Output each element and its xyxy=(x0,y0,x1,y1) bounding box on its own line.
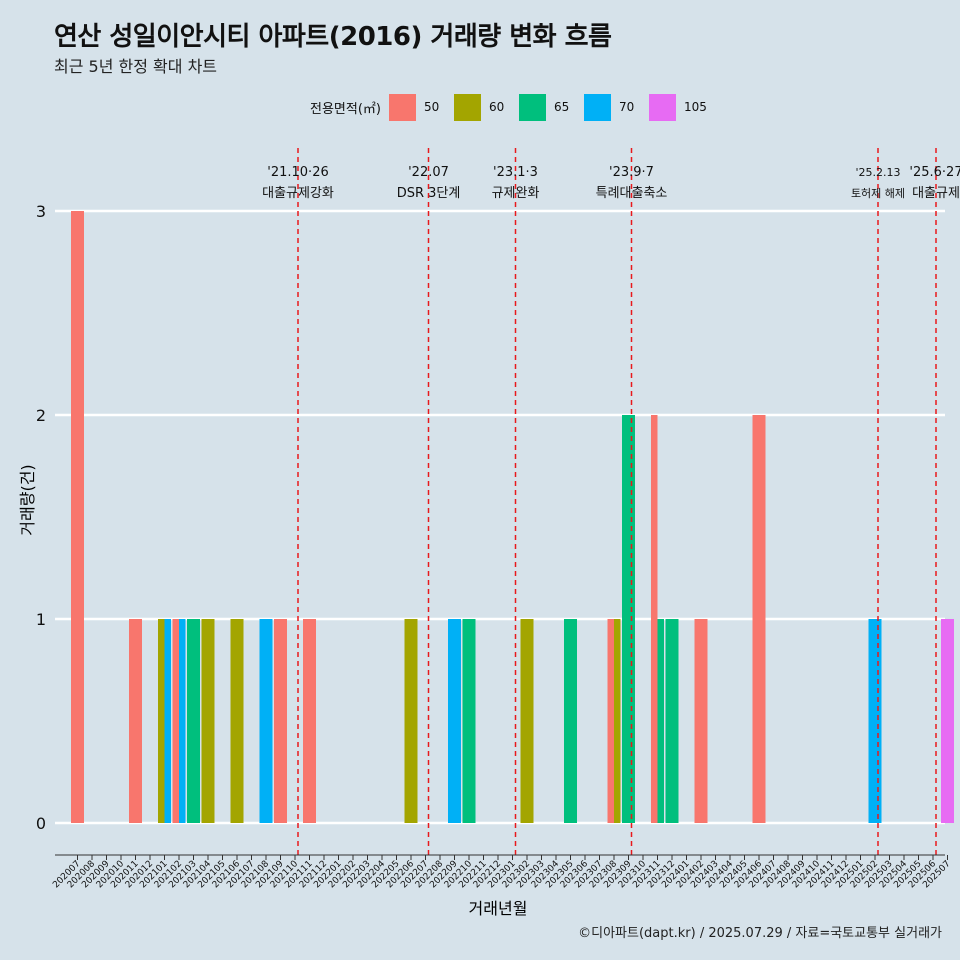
bar xyxy=(614,619,621,823)
y-tick-label: 3 xyxy=(36,202,46,221)
bar xyxy=(752,415,766,823)
bar xyxy=(230,619,244,823)
legend-item: 65 xyxy=(518,93,578,121)
source-caption: ©디아파트(dapt.kr) / 2025.07.29 / 자료=국토교통부 실… xyxy=(578,926,942,941)
legend-label: 105 xyxy=(683,100,707,114)
legend-item: 70 xyxy=(583,93,643,121)
legend-swatch xyxy=(388,93,416,121)
event-date: '23.9·7 xyxy=(609,165,654,180)
bar xyxy=(462,619,476,823)
bar xyxy=(657,619,664,823)
bar xyxy=(164,619,171,823)
legend-swatch xyxy=(453,93,481,121)
bar xyxy=(179,619,186,823)
x-axis-label: 거래년월 xyxy=(469,899,528,918)
axes: 0123202007202008202009202010202011202012… xyxy=(36,202,953,890)
bar xyxy=(520,619,534,823)
event-label: DSR 3단계 xyxy=(397,186,461,201)
y-tick-label: 2 xyxy=(36,406,46,425)
bar xyxy=(868,619,882,823)
bar xyxy=(448,619,461,823)
legend: 전용면적(㎡) 50 60 65 70 105 xyxy=(310,93,717,121)
legend-label: 70 xyxy=(618,100,635,114)
bar xyxy=(187,619,200,823)
legend-swatch xyxy=(648,93,676,121)
chart-subtitle: 최근 5년 한정 확대 차트 xyxy=(54,57,218,76)
legend-item: 105 xyxy=(648,93,711,121)
event-date: '25.2.13 xyxy=(855,166,900,179)
y-tick-label: 0 xyxy=(36,814,46,833)
bar xyxy=(201,619,215,823)
bar xyxy=(607,619,614,823)
legend-item: 60 xyxy=(453,93,513,121)
bar xyxy=(71,211,84,823)
y-axis-label: 거래량(건) xyxy=(18,464,37,535)
bar xyxy=(274,619,287,823)
bars xyxy=(71,211,954,823)
bar xyxy=(404,619,418,823)
legend-label: 60 xyxy=(488,100,505,114)
legend-item: 50 xyxy=(388,93,448,121)
bar xyxy=(259,619,273,823)
bar xyxy=(665,619,679,823)
chart-title: 연산 성일이안시티 아파트(2016) 거래량 변화 흐름 xyxy=(54,22,612,52)
bar xyxy=(941,619,954,823)
event-label: 규제완화 xyxy=(492,186,540,201)
event-label: 토허제 해제 xyxy=(851,186,905,200)
event-label: 특례대출축소 xyxy=(596,186,668,201)
bar xyxy=(158,619,165,823)
y-tick-label: 1 xyxy=(36,610,46,629)
event-label: 대출규제 xyxy=(912,186,960,201)
bar xyxy=(172,619,179,823)
event-markers: '21.10·26 대출규제강화 '22.07 DSR 3단계 '23.1·3 규제완화 '… xyxy=(262,148,960,855)
event-date: '22.07 xyxy=(408,165,449,180)
legend-swatch xyxy=(583,93,611,121)
bar xyxy=(564,619,577,823)
event-date: '23.1·3 xyxy=(493,165,538,180)
legend-title: 전용면적(㎡) xyxy=(310,101,381,117)
legend-label: 50 xyxy=(423,100,440,114)
bar xyxy=(622,415,635,823)
bar xyxy=(694,619,708,823)
legend-swatch xyxy=(518,93,546,121)
bar xyxy=(651,415,658,823)
bar xyxy=(303,619,316,823)
bar xyxy=(129,619,142,823)
legend-label: 65 xyxy=(553,100,570,114)
event-label: 대출규제강화 xyxy=(262,186,334,201)
event-date: '21.10·26 xyxy=(267,165,328,180)
event-date: '25.6·27 xyxy=(909,165,960,180)
